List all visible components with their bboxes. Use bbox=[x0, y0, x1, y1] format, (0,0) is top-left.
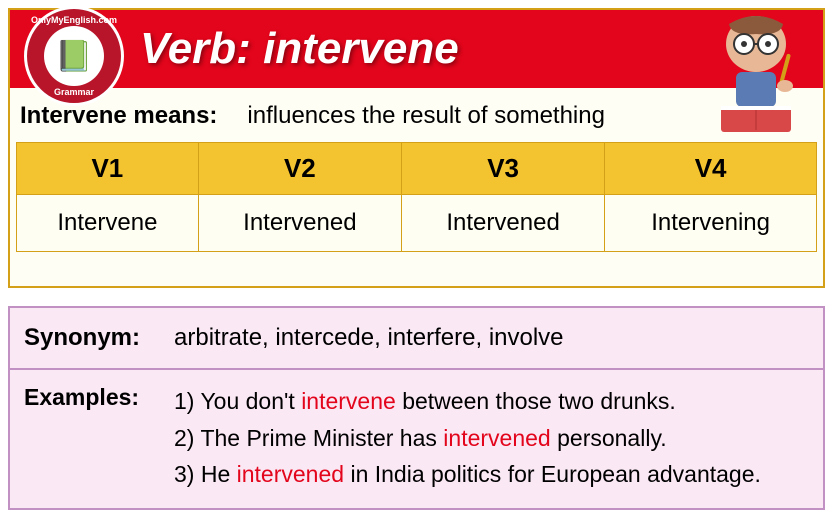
book-icon: 📗 bbox=[55, 39, 92, 74]
col-v2: V2 bbox=[198, 143, 401, 195]
logo-text-bottom: Grammar bbox=[54, 87, 94, 97]
examples-list: 1) You don't intervene between those two… bbox=[174, 384, 761, 494]
example-highlight: intervened bbox=[237, 461, 344, 487]
example-pre: You don't bbox=[200, 388, 301, 414]
site-logo: OnlyMyEnglish.com 📗 Grammar bbox=[24, 6, 124, 106]
main-card: OnlyMyEnglish.com 📗 Grammar Verb: interv… bbox=[8, 8, 825, 288]
table-row: Intervene Intervened Intervened Interven… bbox=[17, 195, 817, 252]
example-num: 2) bbox=[174, 425, 194, 451]
example-highlight: intervene bbox=[301, 388, 396, 414]
logo-text-top: OnlyMyEnglish.com bbox=[31, 15, 117, 25]
example-pre: He bbox=[201, 461, 237, 487]
page-title: Verb: intervene bbox=[140, 24, 459, 74]
synonym-text: arbitrate, intercede, interfere, involve bbox=[174, 324, 564, 352]
examples-label: Examples: bbox=[24, 384, 174, 411]
col-v1: V1 bbox=[17, 143, 199, 195]
synonym-label: Synonym: bbox=[24, 324, 174, 352]
example-post: personally. bbox=[551, 425, 667, 451]
example-2: 2) The Prime Minister has intervened per… bbox=[174, 421, 761, 456]
cell-v3: Intervened bbox=[401, 195, 604, 252]
cell-v2: Intervened bbox=[198, 195, 401, 252]
definition-label: Intervene means: bbox=[20, 102, 217, 130]
secondary-card: Synonym: arbitrate, intercede, interfere… bbox=[8, 306, 825, 510]
verb-forms-table: V1 V2 V3 V4 Intervene Intervened Interve… bbox=[16, 142, 817, 252]
synonym-row: Synonym: arbitrate, intercede, interfere… bbox=[10, 308, 823, 370]
example-highlight: intervened bbox=[443, 425, 550, 451]
example-post: in India politics for European advantage… bbox=[344, 461, 761, 487]
examples-row: Examples: 1) You don't intervene between… bbox=[10, 370, 823, 508]
mascot-illustration bbox=[701, 6, 811, 136]
example-post: between those two drunks. bbox=[396, 388, 676, 414]
example-pre: The Prime Minister has bbox=[200, 425, 443, 451]
cell-v4: Intervening bbox=[605, 195, 817, 252]
definition-text: influences the result of something bbox=[247, 102, 605, 130]
example-num: 1) bbox=[174, 388, 194, 414]
example-1: 1) You don't intervene between those two… bbox=[174, 384, 761, 419]
example-num: 3) bbox=[174, 461, 194, 487]
table-header-row: V1 V2 V3 V4 bbox=[17, 143, 817, 195]
col-v4: V4 bbox=[605, 143, 817, 195]
cell-v1: Intervene bbox=[17, 195, 199, 252]
example-3: 3) He intervened in India politics for E… bbox=[174, 457, 761, 492]
col-v3: V3 bbox=[401, 143, 604, 195]
